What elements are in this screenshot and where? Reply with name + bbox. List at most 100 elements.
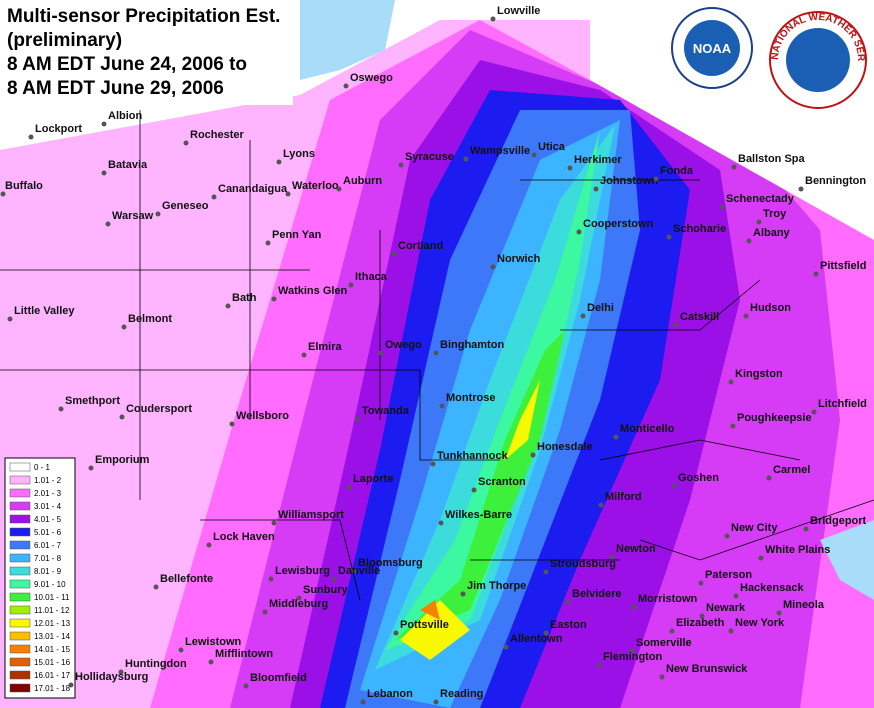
legend: 0 - 1 1.01 - 2 2.01 - 3 3.01 - 4 4.01 - 5 5.0… (9, 462, 71, 693)
city-label: Wampsville (470, 145, 530, 157)
city-dot (543, 630, 549, 636)
city-label: Paterson (705, 569, 752, 581)
legend-label: 1.01 - 2 (34, 476, 62, 485)
city-label: Elmira (308, 341, 343, 353)
city-label: Oswego (350, 72, 393, 84)
city-dot (631, 604, 637, 610)
city-label: Syracuse (405, 151, 454, 163)
legend-label: 11.01 - 12 (34, 606, 70, 615)
legend-swatch (9, 605, 31, 615)
city-label: Johnstown (600, 175, 658, 187)
city-label: Flemington (603, 651, 663, 663)
precip-14 (420, 600, 440, 620)
noaa-text: NOAA (693, 41, 732, 56)
city-dot (243, 683, 249, 689)
city-dot (346, 484, 352, 490)
city-dot (565, 599, 571, 605)
city-dot (393, 630, 399, 636)
city-dot (803, 526, 809, 532)
city-label: Somerville (636, 637, 692, 649)
city-label: Pittsfield (820, 260, 866, 272)
city-dot (155, 211, 161, 217)
city-dot (296, 595, 302, 601)
city-dot (351, 568, 357, 574)
city-label: Schenectady (726, 193, 795, 205)
city-label: Newark (706, 602, 746, 614)
city-dot (378, 350, 384, 356)
city-label: Goshen (678, 472, 719, 484)
legend-swatch (9, 553, 31, 563)
title-line: 8 AM EDT June 24, 2006 to (7, 54, 247, 75)
legend-label: 3.01 - 4 (34, 502, 62, 511)
legend-swatch (9, 683, 31, 693)
city-dot (653, 176, 659, 182)
city-dot (336, 186, 342, 192)
city-label: Lock Haven (213, 531, 275, 543)
city-dot (438, 520, 444, 526)
city-label: Poughkeepsie (737, 412, 812, 424)
city-label: Smethport (65, 395, 120, 407)
city-dot (183, 140, 189, 146)
city-dot (268, 576, 274, 582)
legend-swatch (9, 592, 31, 602)
city-label: Bennington (805, 175, 866, 187)
city-label: Montrose (446, 392, 496, 404)
city-label: Danville (338, 565, 380, 577)
city-label: Newton (616, 543, 656, 555)
city-dot (439, 403, 445, 409)
city-dot (118, 669, 124, 675)
city-label: Albion (108, 110, 142, 122)
city-label: Middleburg (269, 598, 328, 610)
city-dot (28, 134, 34, 140)
legend-swatch (9, 488, 31, 498)
city-dot (58, 406, 64, 412)
city-dot (471, 487, 477, 493)
city-dot (301, 352, 307, 358)
city-dot (211, 194, 217, 200)
city-label: Wellsboro (236, 410, 289, 422)
city-dot (119, 414, 125, 420)
city-dot (348, 282, 354, 288)
city-dot (724, 533, 730, 539)
city-label: Little Valley (14, 305, 75, 317)
city-label: Mineola (783, 599, 825, 611)
city-label: Scranton (478, 476, 526, 488)
city-dot (463, 156, 469, 162)
city-dot (609, 554, 615, 560)
city-label: Milford (605, 491, 642, 503)
legend-label: 17.01 - 18 (34, 684, 71, 693)
city-label: Elizabeth (676, 617, 725, 629)
city-dot (360, 699, 366, 705)
city-label: Carmel (773, 464, 810, 476)
city-dot (271, 296, 277, 302)
title-box (0, 0, 293, 105)
city-label: Williamsport (278, 509, 344, 521)
city-label: Norwich (497, 253, 541, 265)
city-dot (543, 569, 549, 575)
city-label: Cortland (398, 240, 443, 252)
city-dot (398, 162, 404, 168)
city-dot (698, 580, 704, 586)
city-dot (262, 609, 268, 615)
city-dot (391, 251, 397, 257)
cities: Lowville Oswego Albion Lockport Rochester Syr… (0, 5, 867, 705)
legend-label: 15.01 - 16 (34, 658, 71, 667)
city-dot (178, 647, 184, 653)
city-label: Bath (232, 292, 257, 304)
city-dot (756, 219, 762, 225)
city-dot (433, 350, 439, 356)
city-dot (733, 593, 739, 599)
city-dot (719, 204, 725, 210)
city-label: Towanda (362, 405, 410, 417)
city-dot (813, 271, 819, 277)
city-label: Stroudsburg (550, 558, 616, 570)
legend-swatch (9, 527, 31, 537)
legend-label: 14.01 - 15 (34, 645, 71, 654)
city-dot (596, 662, 602, 668)
city-dot (208, 659, 214, 665)
legend-swatch (9, 644, 31, 654)
city-label: Herkimer (574, 154, 622, 166)
city-dot (746, 238, 752, 244)
